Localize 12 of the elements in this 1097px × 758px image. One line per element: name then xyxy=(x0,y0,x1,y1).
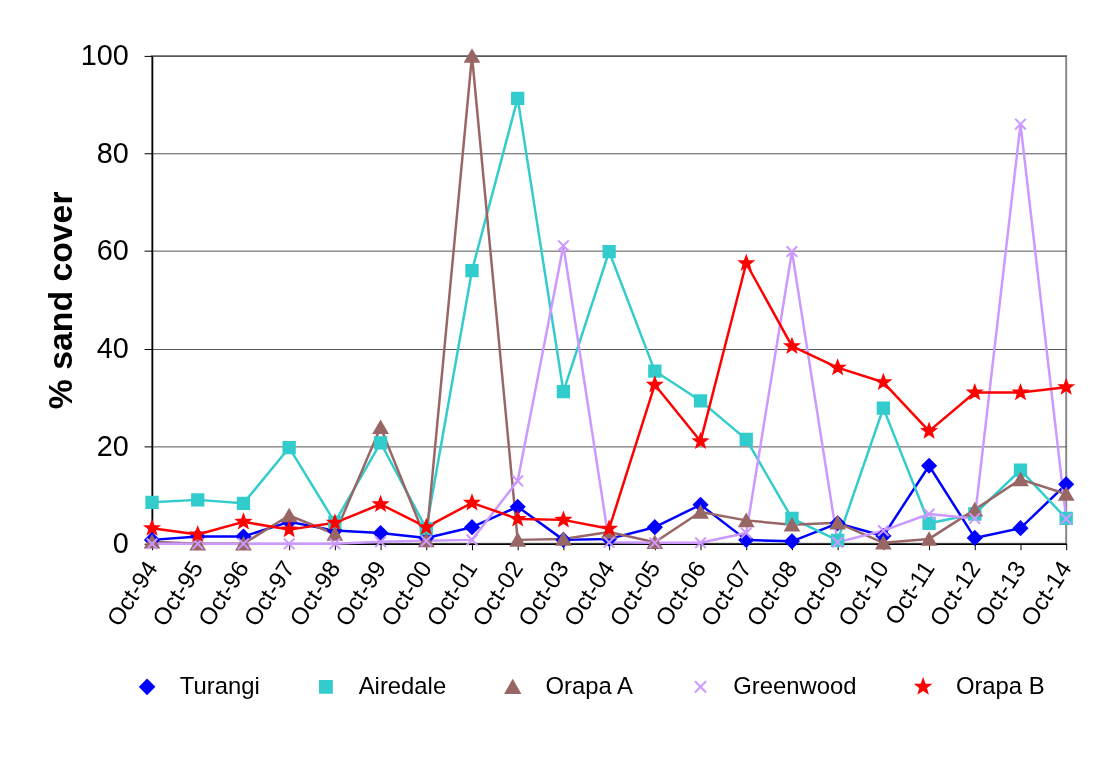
legend-label: Airedale xyxy=(358,671,447,699)
y-tick-label: 40 xyxy=(96,332,129,365)
y-axis-title: % sand cover xyxy=(40,191,79,410)
y-tick-label: 100 xyxy=(80,39,129,72)
legend-label: Orapa A xyxy=(545,671,634,699)
y-tick-label: 60 xyxy=(96,234,129,267)
y-tick-label: 20 xyxy=(96,429,129,462)
legend-label: Orapa B xyxy=(955,671,1045,699)
y-tick-label: 80 xyxy=(96,136,129,169)
legend-label: Greenwood xyxy=(733,671,857,699)
y-tick-label: 0 xyxy=(112,527,129,560)
legend-label: Turangi xyxy=(179,671,260,699)
